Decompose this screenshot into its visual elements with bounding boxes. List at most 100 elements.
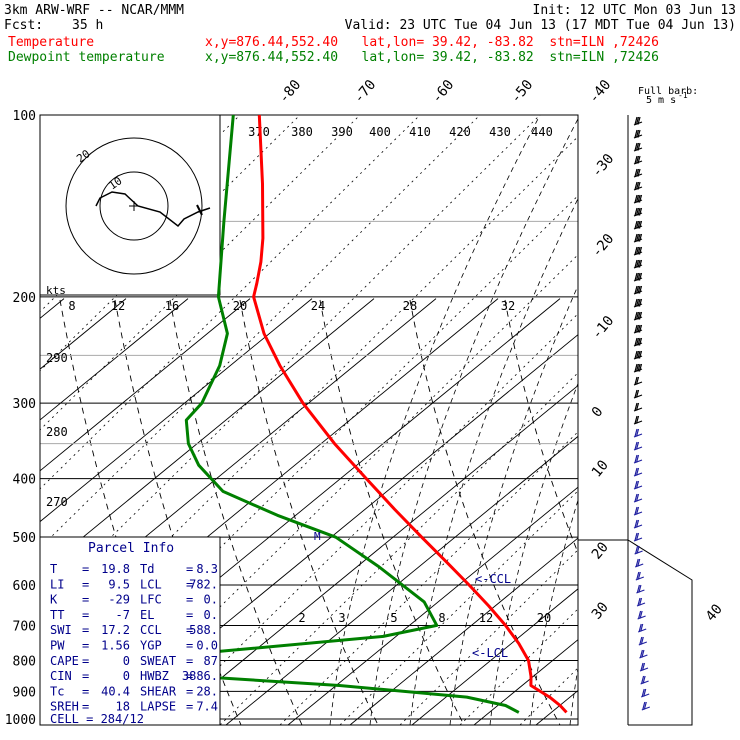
wind-barb	[641, 701, 651, 711]
wind-barb-flag	[634, 480, 638, 489]
wind-barb-flag	[635, 389, 640, 398]
isotherm-label-right: -30	[589, 151, 618, 181]
dry-adiabat-line	[598, 299, 740, 725]
model-title: 3km ARW-WRF -- NCAR/MMM	[4, 3, 185, 18]
theta-label: 420	[449, 125, 471, 139]
parcel-row-value2: 7.4	[196, 700, 218, 714]
wind-barb	[634, 558, 644, 568]
isotherm-line	[640, 115, 740, 725]
wind-barb	[633, 142, 643, 152]
wind-barb	[633, 337, 643, 347]
wind-barb-flag	[637, 272, 641, 281]
wind-barb	[633, 194, 643, 204]
dry-adiabat-line	[40, 298, 313, 523]
parcel-row-value2: 0.0	[196, 639, 218, 653]
wind-barb-flag	[634, 168, 638, 177]
isotherm-label-right: 0	[589, 404, 607, 421]
wind-barb	[636, 597, 646, 607]
wind-barb-flag	[641, 649, 645, 658]
theta-label: 410	[409, 125, 431, 139]
wind-barb-flag	[637, 311, 641, 320]
wind-barb-flag	[641, 675, 645, 684]
wind-barb	[636, 584, 645, 594]
wind-barb-flag	[637, 207, 641, 216]
hodograph-ring-10	[99, 171, 169, 241]
dry-adiabat-line	[40, 298, 189, 421]
valid-time: Valid: 23 UTC Tue 04 Jun 13 (17 MDT Tue …	[344, 18, 736, 33]
mixing-ratio-line	[169, 299, 303, 725]
mixing-ratio-line	[504, 299, 578, 554]
wind-barb-flag	[634, 376, 638, 385]
moist-adiabat-line	[529, 498, 578, 725]
wind-barb-flag	[635, 363, 640, 372]
isotherm-line	[459, 608, 578, 725]
isotherm-line	[219, 372, 578, 725]
mixing-ratio-label: 28	[403, 299, 417, 313]
pressure-label-700: 700	[13, 619, 36, 634]
wind-barb-flag	[638, 324, 643, 333]
isotherm-label-right: -20	[589, 231, 618, 261]
isotherm-label-top: -70	[351, 77, 380, 107]
wind-barb-flag	[638, 363, 643, 372]
wind-barb-flag	[634, 142, 638, 151]
isotherm-label-top: -40	[586, 77, 615, 107]
isotherm-line	[519, 667, 578, 725]
wind-barb-flag	[636, 571, 640, 580]
wind-barb	[633, 532, 643, 542]
isotherm-line	[339, 490, 578, 725]
dry-adiabat-line	[660, 299, 740, 725]
parcel-row-value2: 3886.	[182, 669, 218, 683]
wind-barb-flag	[635, 376, 640, 385]
barb-key-line1: Full barb:	[638, 86, 698, 97]
wind-barb	[633, 363, 643, 373]
parcel-row-value: 18	[116, 700, 130, 714]
wind-barb-flag	[638, 285, 643, 294]
mixing-ratio-line	[239, 299, 379, 725]
wind-barb-flag	[635, 506, 640, 515]
wind-barb	[633, 324, 643, 334]
wind-barb-flag	[637, 363, 641, 372]
wind-barb	[639, 649, 648, 659]
wind-barb-flag	[639, 636, 643, 645]
wind-barb-flag	[635, 311, 640, 320]
mixing-ratio-line	[59, 299, 181, 725]
parcel-marker: M	[314, 530, 321, 543]
barb-key-line2: 5 m s	[646, 95, 676, 106]
wind-barb-flag	[634, 389, 638, 398]
wind-barb-flag	[641, 662, 646, 671]
dry-adiabat-line	[40, 298, 251, 472]
wind-barb-flag	[634, 493, 638, 502]
wind-barb-flag	[634, 532, 638, 541]
wind-barb-flag	[637, 285, 641, 294]
wind-barb	[633, 285, 643, 295]
wind-barb	[639, 662, 649, 672]
mixing-ratio-label: 20	[233, 299, 247, 313]
isotherm-label-top: -60	[429, 77, 458, 107]
parcel-row-eq2: =	[186, 639, 193, 653]
pressure-label-400: 400	[13, 473, 36, 488]
parcel-row-eq: =	[82, 654, 89, 668]
parcel-row-eq: =	[82, 684, 89, 698]
isotherm-label-right: 10	[589, 457, 612, 480]
temperature-location: x,y=876.44,552.40 lat,lon= 39.42, -83.82…	[205, 35, 659, 50]
wind-barb-flag	[639, 649, 643, 658]
wind-barb-flag	[634, 285, 638, 294]
wind-barb	[633, 129, 643, 139]
wind-barb-flag	[638, 584, 642, 593]
parcel-row-label2: LAPSE	[140, 700, 176, 714]
parcel-row-label2: CCL	[140, 623, 162, 637]
parcel-row-value: 17.2	[101, 623, 130, 637]
mixing-ratio-line	[114, 299, 242, 725]
parcel-row-value2: 28.	[196, 684, 218, 698]
ccl-marker: <-CCL	[475, 572, 511, 586]
pressure-label-500: 500	[13, 531, 36, 546]
dry-adiabat-line	[349, 537, 578, 725]
wind-barb-flag	[638, 298, 643, 307]
pressure-label-600: 600	[13, 579, 36, 594]
pressure-label-100: 100	[13, 109, 36, 124]
parcel-row-eq2: =	[186, 608, 193, 622]
parcel-row-eq: =	[82, 700, 89, 714]
mixing-ratio-label-lower: 12	[479, 611, 493, 625]
wind-barb-flag	[634, 207, 638, 216]
wind-barb-flag	[637, 220, 641, 229]
